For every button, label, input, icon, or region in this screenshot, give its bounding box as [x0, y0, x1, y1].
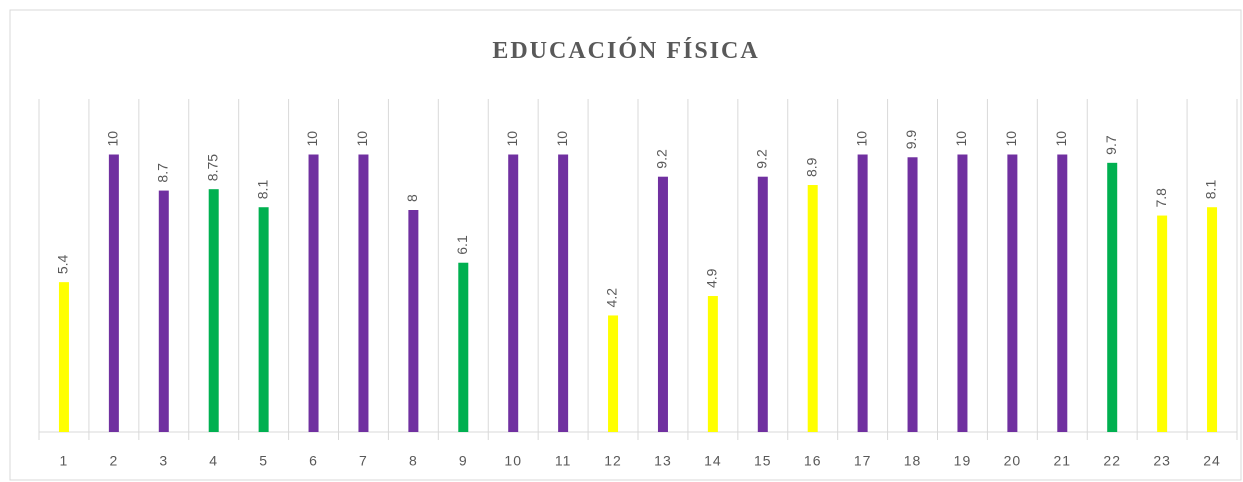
- bar: [308, 154, 319, 432]
- bar: [258, 207, 269, 432]
- bar: [1107, 162, 1118, 432]
- x-tick-label: 5: [259, 453, 268, 469]
- bar: [1157, 215, 1168, 432]
- x-tick-label: 1: [60, 453, 69, 469]
- x-tick-label: 17: [854, 453, 872, 469]
- x-tick-label: 23: [1153, 453, 1171, 469]
- data-label: 8.75: [204, 154, 220, 181]
- data-label: 7.8: [1153, 188, 1169, 208]
- x-tick-label: 6: [309, 453, 318, 469]
- chart-title: EDUCACIÓN FÍSICA: [492, 37, 759, 64]
- bar: [508, 154, 519, 432]
- bar: [358, 154, 369, 432]
- bar: [957, 154, 968, 432]
- bar: [807, 185, 818, 432]
- bar: [707, 296, 718, 432]
- data-label: 9.2: [654, 149, 670, 169]
- x-tick-label: 24: [1203, 453, 1221, 469]
- data-label: 10: [304, 131, 320, 147]
- x-tick-label: 4: [209, 453, 218, 469]
- data-label: 5.4: [55, 254, 71, 274]
- x-tick-label: 11: [555, 453, 572, 469]
- x-tick-label: 2: [109, 453, 118, 469]
- bar: [1207, 207, 1218, 432]
- x-tick-label: 19: [954, 453, 972, 469]
- data-label: 8.1: [254, 180, 270, 200]
- data-label: 10: [1053, 131, 1069, 147]
- x-tick-label: 20: [1004, 453, 1022, 469]
- x-tick-label: 14: [704, 453, 722, 469]
- x-tick-label: 18: [904, 453, 922, 469]
- x-tick-label: 10: [504, 453, 522, 469]
- bar: [1057, 154, 1068, 432]
- bar: [657, 176, 668, 432]
- bar: [757, 176, 768, 432]
- data-label: 4.9: [704, 268, 720, 288]
- data-label: 10: [853, 131, 869, 147]
- bar: [458, 262, 469, 432]
- x-tick-label: 21: [1054, 453, 1072, 469]
- x-tick-label: 7: [359, 453, 368, 469]
- bar: [857, 154, 868, 432]
- data-label: 9.9: [903, 130, 919, 150]
- data-label: 10: [105, 131, 121, 147]
- bar: [1007, 154, 1018, 432]
- data-label: 6.1: [454, 235, 470, 255]
- bar: [108, 154, 119, 432]
- data-label: 8.9: [803, 157, 819, 177]
- bar: [907, 157, 918, 432]
- x-tick-label: 16: [804, 453, 822, 469]
- bar: [158, 190, 169, 432]
- x-tick-label: 22: [1103, 453, 1121, 469]
- data-label: 8: [404, 194, 420, 202]
- data-label: 8.1: [1203, 180, 1219, 200]
- data-label: 10: [554, 131, 570, 147]
- data-label: 9.7: [1103, 135, 1119, 155]
- bar: [558, 154, 569, 432]
- bar: [208, 189, 219, 432]
- data-label: 10: [504, 131, 520, 147]
- bar: [608, 315, 619, 432]
- data-label: 8.7: [154, 163, 170, 183]
- x-tick-label: 8: [409, 453, 418, 469]
- x-tick-label: 9: [459, 453, 468, 469]
- data-label: 10: [354, 131, 370, 147]
- bar: [408, 210, 419, 432]
- x-tick-label: 12: [604, 453, 622, 469]
- x-tick-label: 15: [754, 453, 772, 469]
- data-label: 4.2: [604, 288, 620, 308]
- x-tick-label: 13: [654, 453, 672, 469]
- chart-border: [9, 9, 1242, 481]
- data-label: 10: [953, 131, 969, 147]
- data-label: 10: [1003, 131, 1019, 147]
- bar: [58, 282, 69, 432]
- data-label: 9.2: [753, 149, 769, 169]
- x-tick-label: 3: [159, 453, 168, 469]
